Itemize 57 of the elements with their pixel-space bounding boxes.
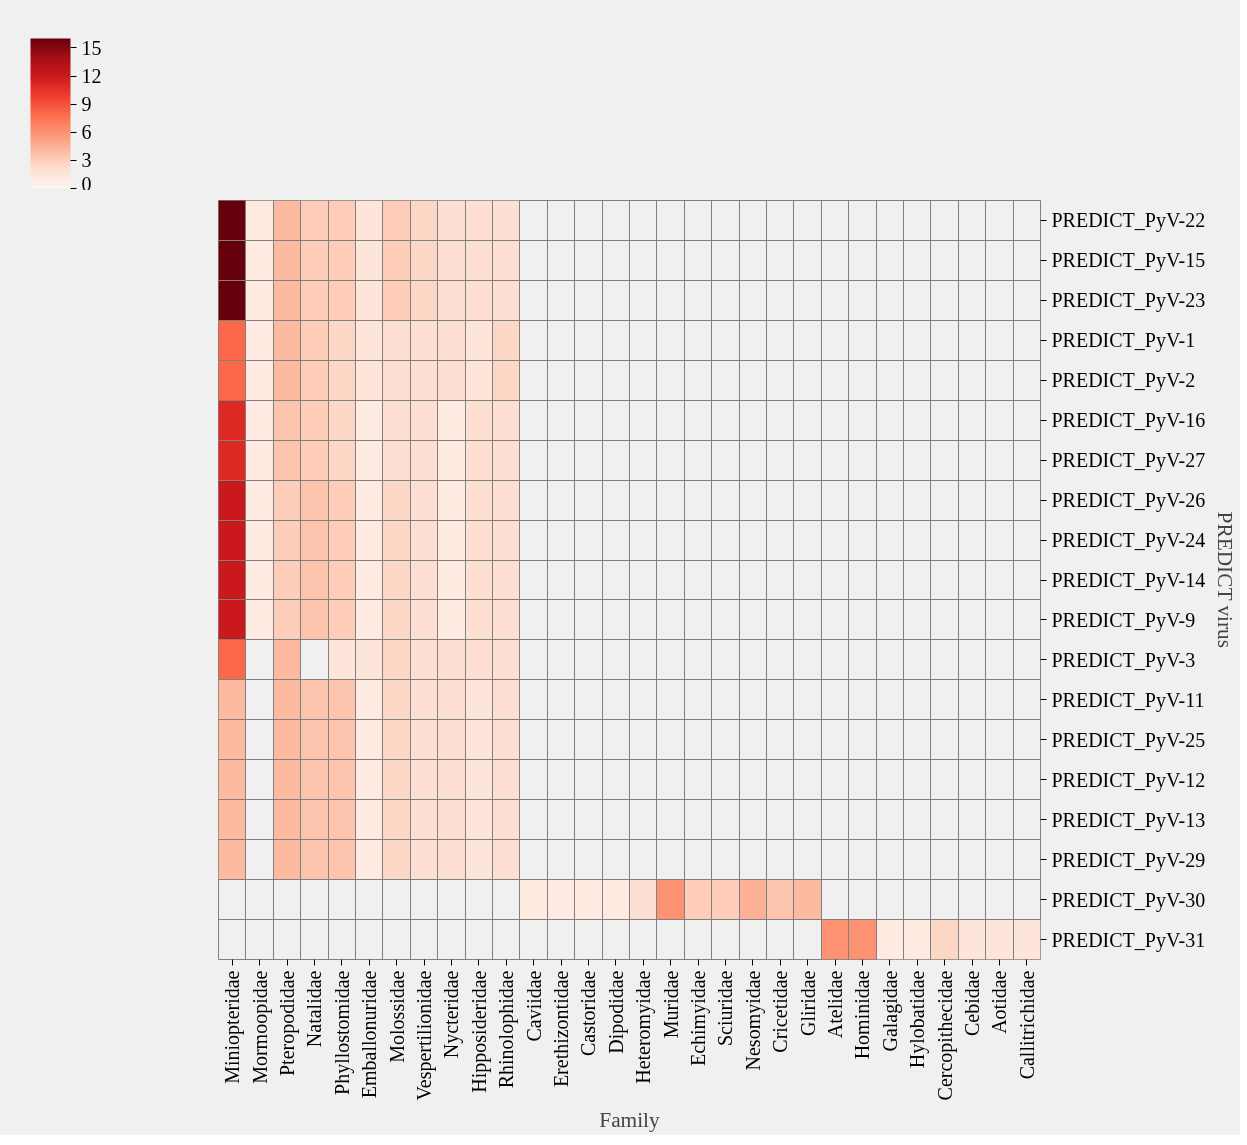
x-tick-label: Sciuridae	[714, 970, 737, 1047]
x-tick-label: Mormoopidae	[248, 970, 272, 1084]
x-tick-label: Erethizontidae	[550, 970, 572, 1088]
color-bar-label: 6	[81, 121, 92, 144]
x-axis-title: Family	[599, 1108, 661, 1133]
x-tick-label: Hominidae	[851, 970, 874, 1060]
y-tick-label: PREDICT_PyV-24	[1051, 529, 1206, 553]
x-tick-label: Hipposideridae	[467, 970, 491, 1093]
x-tick-label: Echimyidae	[687, 970, 710, 1067]
x-tick-label: Caviidae	[522, 970, 545, 1042]
y-tick-label: PREDICT_PyV-1	[1051, 329, 1196, 353]
x-tick-label: Miniopteridae	[221, 970, 245, 1084]
x-tick-label: Molossidae	[385, 970, 408, 1063]
x-tick-label: Nycteridae	[440, 970, 464, 1059]
x-tick-label: Dipodidae	[604, 970, 628, 1054]
y-tick-label: PREDICT_PyV-2	[1051, 369, 1196, 393]
y-tick-label: PREDICT_PyV-22	[1051, 209, 1206, 233]
y-tick-label: PREDICT_PyV-25	[1051, 728, 1206, 752]
x-tick-label: Callitrichidae	[1015, 970, 1038, 1080]
x-tick-label: Natalidae	[303, 970, 326, 1048]
y-tick-label: PREDICT_PyV-23	[1051, 289, 1206, 313]
x-tick-label: Muridae	[659, 970, 682, 1039]
y-tick-label: PREDICT_PyV-27	[1051, 449, 1206, 473]
y-tick-label: PREDICT_PyV-29	[1051, 848, 1206, 872]
y-tick-label: PREDICT_PyV-30	[1051, 888, 1206, 912]
x-tick-label: Hylobatidae	[906, 970, 930, 1069]
x-tick-label: Heteromyidae	[632, 970, 656, 1084]
x-tick-label: Galagidae	[878, 970, 902, 1052]
color-bar-label: 12	[81, 65, 102, 87]
y-tick-label: PREDICT_PyV-11	[1051, 688, 1205, 712]
x-tick-label: Cricetidae	[769, 970, 792, 1053]
x-tick-label: Cebidae	[961, 970, 983, 1037]
y-tick-label: PREDICT_PyV-31	[1051, 928, 1206, 952]
y-tick-label: PREDICT_PyV-13	[1051, 808, 1206, 832]
x-tick-label: Emballonuridae	[358, 970, 381, 1099]
x-tick-label: Rhinolophidae	[495, 970, 519, 1089]
y-tick-label: PREDICT_PyV-16	[1051, 409, 1206, 433]
color-bar-label: 9	[81, 93, 92, 116]
x-tick-label: Cercopithecidae	[933, 970, 957, 1101]
x-tick-label: Aotidae	[988, 970, 1011, 1034]
y-tick-label: PREDICT_PyV-14	[1051, 569, 1206, 592]
y-tick-label: PREDICT_PyV-3	[1051, 648, 1196, 672]
y-tick-label: PREDICT_PyV-15	[1051, 249, 1206, 273]
color-bar-label: 15	[81, 36, 102, 59]
x-tick-label: Castoridae	[577, 970, 600, 1057]
y-tick-label: PREDICT_PyV-9	[1051, 608, 1196, 632]
x-tick-label: Nesomyidae	[741, 970, 765, 1071]
color-bar-label: 0	[81, 172, 92, 195]
y-tick-label: PREDICT_PyV-26	[1051, 489, 1206, 513]
color-bar-label: 3	[81, 149, 92, 172]
y-axis-title: PREDICT virus	[1213, 511, 1238, 649]
y-tick-label: PREDICT_PyV-12	[1051, 768, 1206, 792]
x-tick-label: Pteropodidae	[276, 970, 299, 1077]
x-tick-label: Gliridae	[796, 970, 819, 1037]
x-tick-label: Atelidae	[824, 970, 846, 1039]
x-tick-label: Vespertilionidae	[413, 970, 436, 1101]
x-tick-label: Phyllostomidae	[330, 970, 354, 1095]
